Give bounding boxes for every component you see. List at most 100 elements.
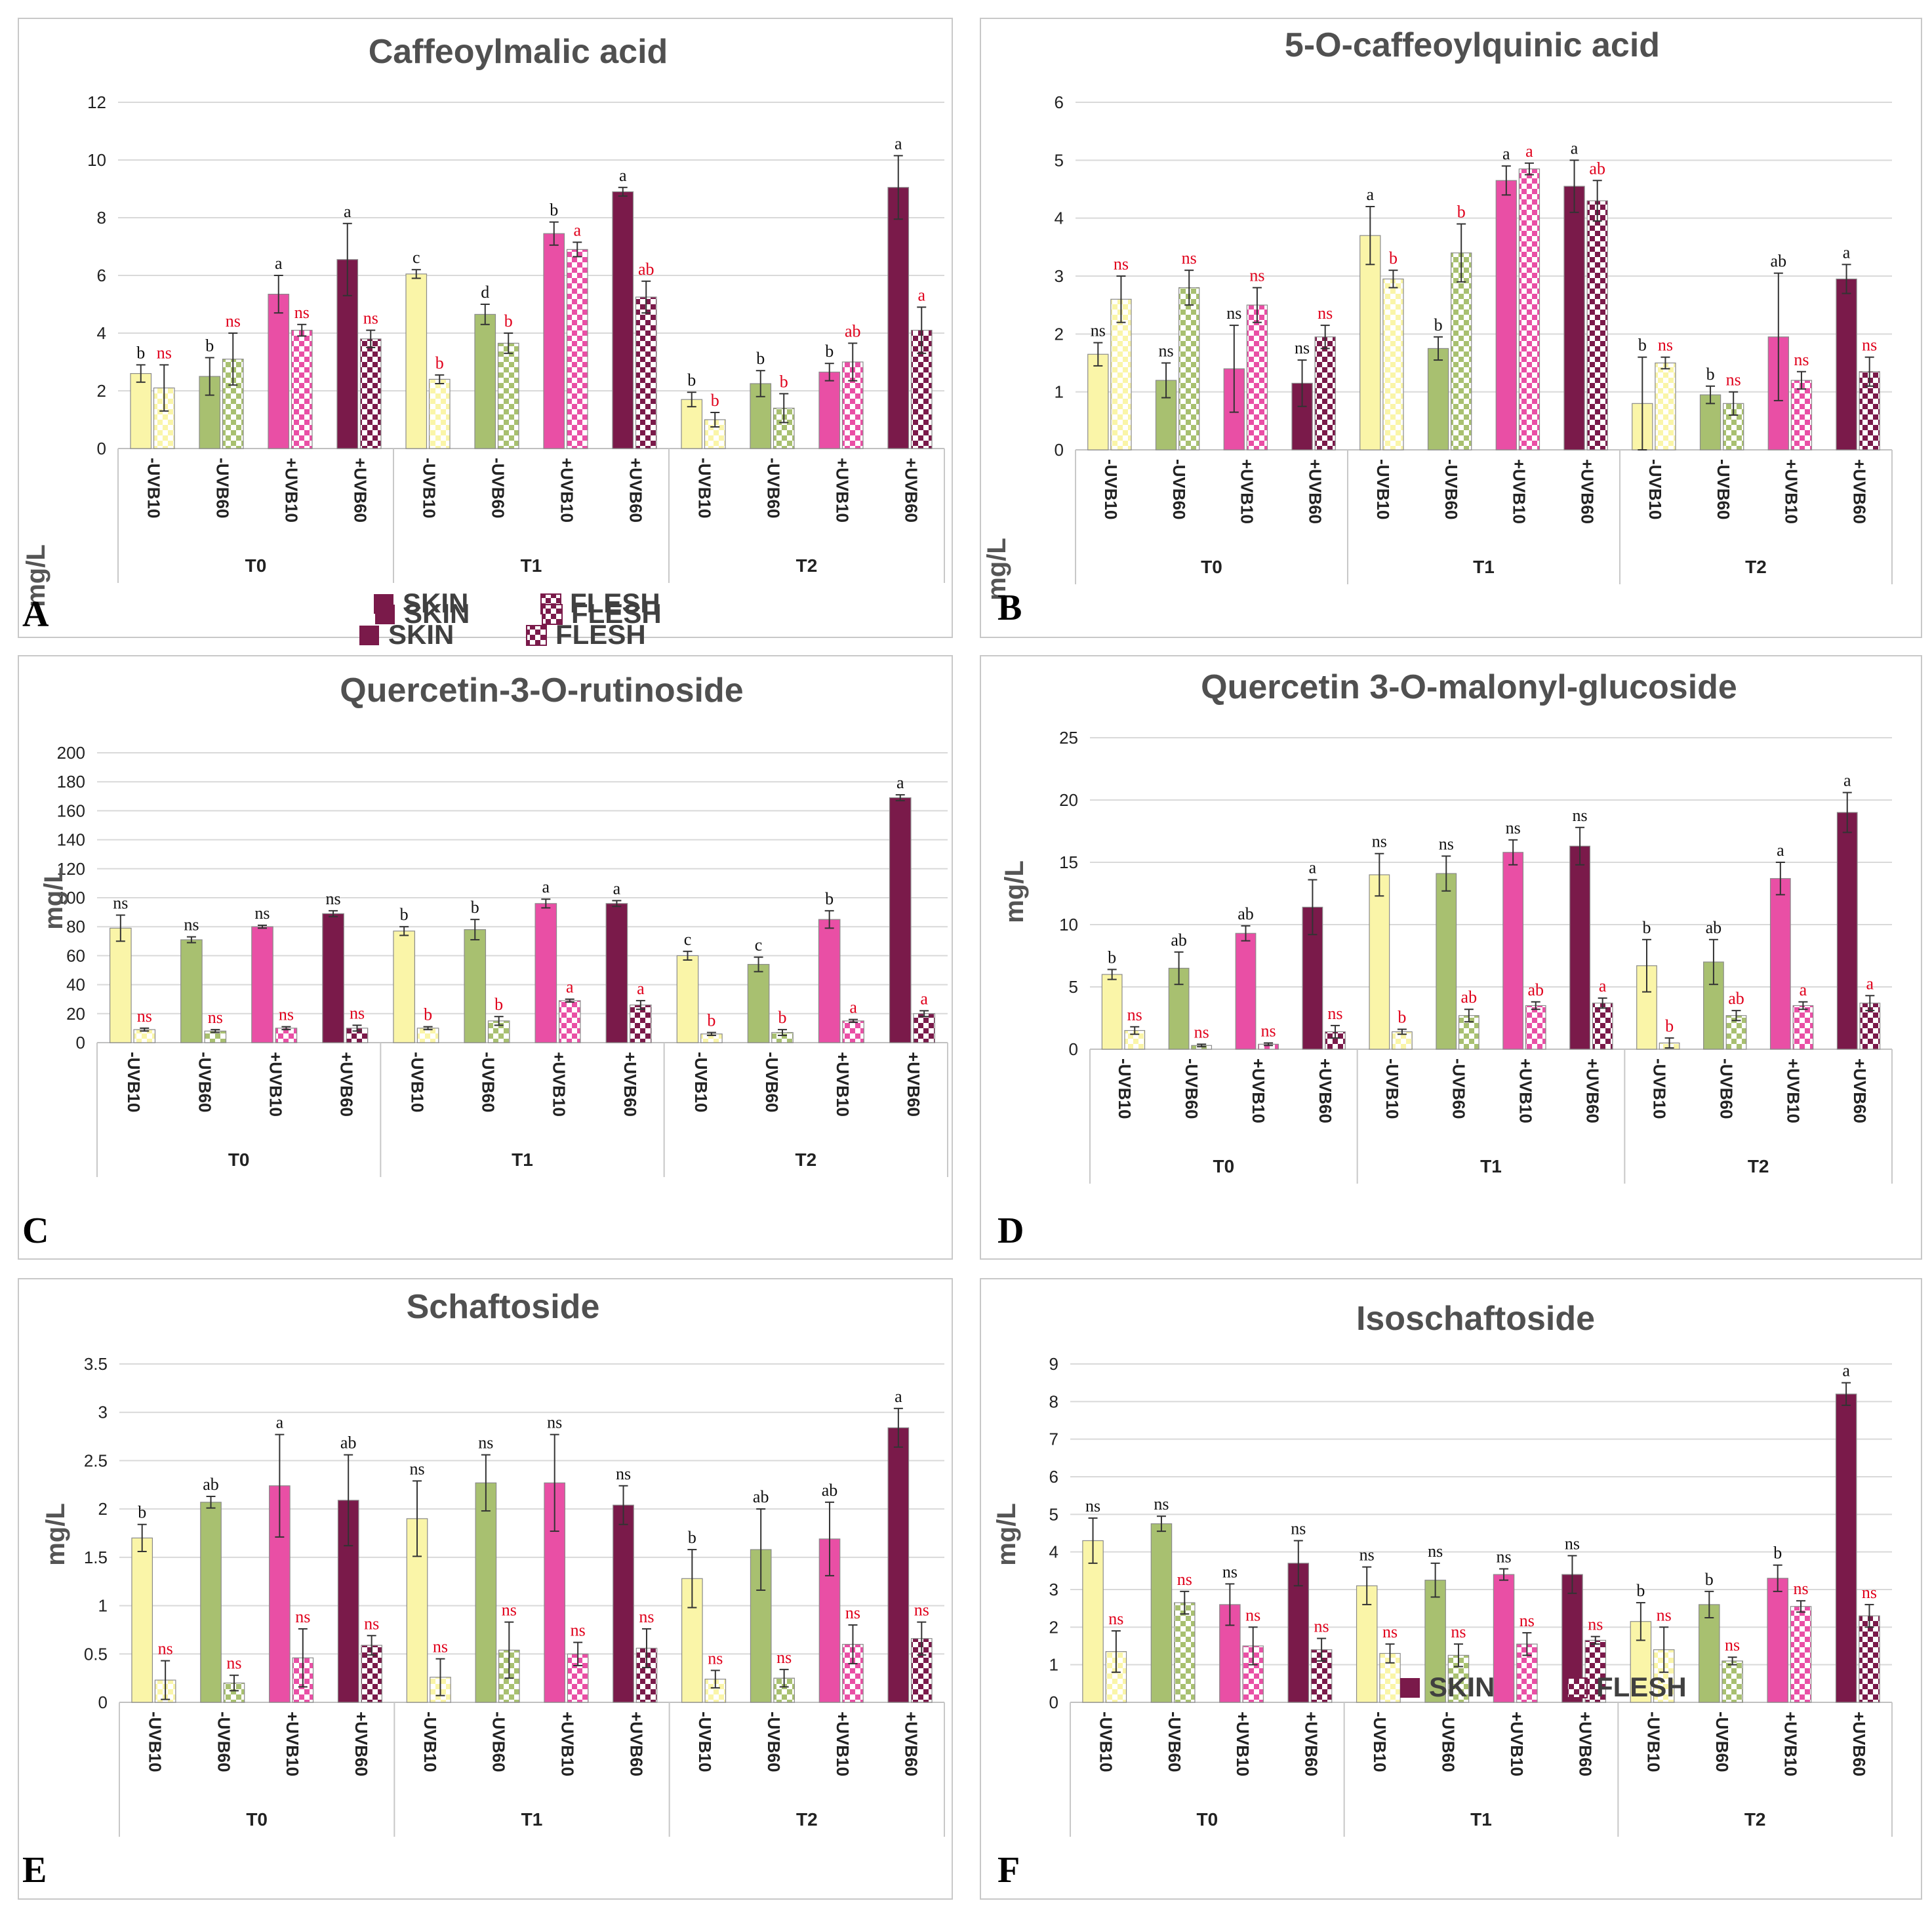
y-tick-label: 6: [1049, 1467, 1058, 1487]
y-tick-label: 10: [87, 150, 106, 170]
group-label: T2: [1748, 1156, 1769, 1176]
bar-skin: [605, 903, 628, 1043]
panel-label: C: [22, 1211, 49, 1251]
significance-letter-flesh: ns: [1314, 1617, 1329, 1636]
significance-letter-flesh: ns: [502, 1601, 517, 1620]
y-tick-label: 0: [1055, 440, 1064, 460]
group-label: T2: [1745, 557, 1767, 577]
x-tick-label: -UVB10: [1382, 1058, 1402, 1119]
bar-skin: [612, 191, 634, 449]
significance-letter-flesh: ns: [1725, 1635, 1740, 1654]
significance-letter-skin: ns: [547, 1413, 562, 1432]
group-label: T0: [245, 555, 267, 576]
x-tick-label: -UVB60: [1165, 1712, 1184, 1772]
x-tick-label: +UVB10: [833, 1712, 853, 1776]
bar-skin: [1082, 1540, 1104, 1703]
y-tick-label: 2: [98, 1499, 108, 1519]
y-tick-label: 0: [1049, 1692, 1058, 1712]
legend-label-flesh: FLESH: [571, 598, 662, 629]
x-tick-label: +UVB60: [1302, 1712, 1321, 1776]
legend-label-skin: SKIN: [388, 619, 454, 650]
y-axis-label: mg/L: [992, 1503, 1021, 1566]
significance-letter-flesh: ns: [1261, 1022, 1276, 1041]
bar-skin: [887, 1427, 910, 1703]
bar-skin: [1836, 278, 1857, 450]
y-tick-label: 0.5: [84, 1644, 108, 1664]
bar-flesh: [1314, 336, 1336, 450]
y-tick-label: 160: [57, 801, 85, 820]
significance-letter-skin: ns: [113, 894, 128, 913]
significance-letter-skin: ns: [1372, 832, 1387, 851]
significance-letter-flesh: ns: [1862, 1583, 1877, 1602]
group-label: T2: [796, 555, 818, 576]
group-label: T2: [796, 1809, 818, 1830]
significance-letter-flesh: ns: [363, 309, 378, 328]
bar-skin: [1436, 873, 1457, 1050]
x-tick-label: -UVB10: [1644, 1712, 1664, 1772]
x-tick-label: +UVB60: [1575, 1712, 1595, 1776]
significance-letter-skin: ns: [1573, 806, 1588, 825]
significance-letter-skin: ns: [616, 1464, 631, 1483]
significance-letter-flesh: ns: [1862, 336, 1877, 355]
y-axis-label: mg/L: [1000, 860, 1029, 923]
legend-swatch-skin: [1400, 1678, 1420, 1698]
x-tick-label: +UVB10: [1783, 1058, 1803, 1123]
bar-flesh: [1655, 362, 1676, 450]
significance-letter-flesh: b: [494, 995, 503, 1014]
x-tick-label: -UVB10: [146, 1712, 165, 1772]
bar-flesh: [1174, 1602, 1196, 1703]
panel-label: E: [22, 1850, 47, 1891]
x-tick-label: -UVB10: [695, 458, 715, 518]
significance-letter-skin: ns: [1439, 835, 1454, 854]
significance-letter-flesh: a: [849, 998, 857, 1017]
significance-letter-flesh: b: [435, 353, 444, 372]
significance-letter-flesh: ns: [639, 1607, 654, 1626]
bar-skin: [1699, 1604, 1720, 1703]
x-tick-label: -UVB60: [1169, 459, 1189, 519]
significance-letter-skin: ns: [1222, 1562, 1238, 1581]
bar-skin: [1369, 874, 1390, 1050]
bar-skin: [1493, 1574, 1515, 1703]
y-tick-label: 20: [66, 1004, 85, 1024]
x-tick-label: -UVB10: [1096, 1712, 1116, 1772]
legend-label-flesh: FLESH: [555, 619, 646, 650]
y-tick-label: 10: [1059, 915, 1078, 934]
x-tick-label: +UVB10: [550, 1052, 569, 1117]
significance-letter-flesh: ns: [914, 1601, 929, 1620]
y-tick-label: 1: [98, 1596, 108, 1616]
y-tick-label: 3.5: [84, 1354, 108, 1374]
bar-flesh: [1518, 168, 1540, 450]
bar-flesh: [842, 1020, 864, 1043]
x-tick-label: -UVB60: [1712, 1712, 1732, 1772]
x-tick-label: -UVB10: [695, 1712, 715, 1772]
significance-letter-flesh: a: [1800, 980, 1807, 999]
significance-letter-flesh: a: [920, 989, 928, 1008]
significance-letter-flesh: ns: [776, 1648, 792, 1667]
significance-letter-skin: b: [1706, 365, 1715, 384]
significance-letter-skin: ns: [478, 1433, 493, 1452]
significance-letter-flesh: b: [778, 1008, 787, 1027]
bar-skin: [474, 313, 496, 449]
y-axis-label: mg/L: [41, 1503, 70, 1566]
significance-letter-flesh: ns: [226, 311, 241, 330]
significance-letter-skin: a: [1571, 138, 1579, 157]
bar-flesh: [841, 361, 864, 449]
x-tick-label: -UVB60: [1182, 1058, 1201, 1119]
significance-letter-flesh: a: [917, 285, 925, 304]
y-tick-label: 120: [57, 859, 85, 879]
significance-letter-flesh: ab: [1527, 980, 1544, 999]
x-tick-label: +UVB10: [1782, 459, 1801, 524]
x-tick-label: +UVB10: [557, 458, 577, 523]
significance-letter-flesh: ns: [433, 1637, 448, 1656]
bar-flesh: [635, 296, 657, 449]
x-tick-label: -UVB60: [1441, 459, 1461, 519]
significance-letter-flesh: ns: [350, 1003, 365, 1022]
significance-letter-skin: a: [542, 877, 550, 896]
significance-letter-flesh: ns: [1177, 1570, 1192, 1589]
legend-swatch-skin: [375, 605, 395, 624]
significance-letter-skin: d: [481, 283, 489, 302]
bar-flesh: [497, 342, 519, 449]
significance-letter-flesh: a: [1866, 974, 1874, 993]
significance-letter-flesh: a: [566, 978, 574, 997]
